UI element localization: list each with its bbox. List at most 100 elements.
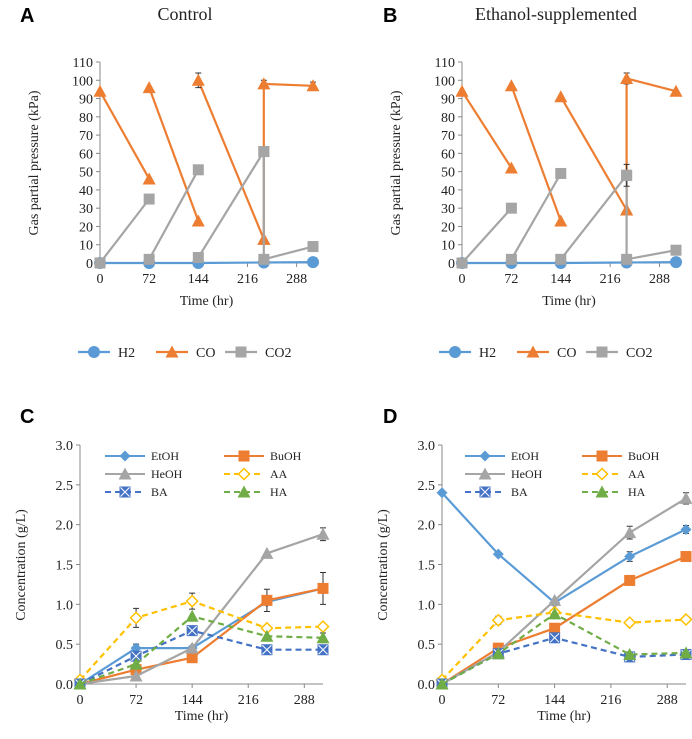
legend-swatch-marker bbox=[118, 467, 132, 480]
legend-swatch-marker bbox=[237, 467, 251, 481]
x-tick-label: 216 bbox=[238, 693, 259, 708]
data-point bbox=[93, 84, 107, 97]
data-point bbox=[142, 81, 156, 94]
series-ba bbox=[74, 625, 329, 690]
data-point bbox=[307, 241, 319, 253]
y-axis-label: Gas partial pressure (kPa) bbox=[389, 90, 404, 235]
data-point bbox=[555, 253, 567, 265]
y-tick-label: 40 bbox=[441, 184, 455, 199]
x-tick-label: 144 bbox=[188, 272, 209, 287]
series-etoh bbox=[436, 487, 692, 609]
panel-C: C 0.0 0.5 1.0 1.5 2.0 2.5 3.0 0 72 144 216 288 Time (… bbox=[14, 406, 330, 724]
panel-letter: B bbox=[383, 5, 397, 27]
series-ha bbox=[435, 607, 692, 690]
legend-label: CO bbox=[557, 346, 576, 361]
x-tick-label: 72 bbox=[504, 272, 518, 287]
legend: EtOH BuOH HeOH AA BA HA bbox=[465, 449, 660, 499]
data-point bbox=[94, 257, 106, 269]
y-tick-label: 30 bbox=[79, 202, 93, 217]
x-tick-label: 0 bbox=[97, 272, 104, 287]
data-point bbox=[679, 646, 692, 659]
series-line bbox=[559, 174, 628, 260]
series-line bbox=[625, 175, 677, 261]
y-tick-label: 40 bbox=[79, 184, 93, 199]
data-point bbox=[316, 631, 330, 644]
y-tick-label: 1.0 bbox=[56, 598, 74, 613]
x-tick-label: 0 bbox=[459, 272, 466, 287]
y-tick-label: 0.5 bbox=[56, 638, 74, 653]
y-tick-label: 110 bbox=[435, 56, 455, 71]
legend-swatch-marker bbox=[595, 467, 609, 481]
y-tick-label: 2.5 bbox=[56, 479, 74, 494]
y-tick-label: 1.5 bbox=[418, 559, 436, 574]
data-point bbox=[670, 256, 682, 269]
legend-swatch-marker bbox=[119, 450, 131, 462]
series-co bbox=[455, 71, 683, 227]
x-tick-label: 72 bbox=[142, 272, 156, 287]
y-tick-label: 70 bbox=[79, 129, 93, 144]
legend-swatch-marker bbox=[595, 485, 609, 498]
y-tick-label: 110 bbox=[73, 56, 93, 71]
series-line bbox=[559, 96, 628, 211]
legend-label: EtOH bbox=[151, 449, 179, 463]
series-h2 bbox=[456, 256, 682, 269]
series-line bbox=[462, 261, 677, 265]
y-tick-label: 50 bbox=[79, 166, 93, 181]
data-point bbox=[623, 616, 637, 630]
legend-label: H2 bbox=[479, 346, 496, 361]
data-point bbox=[505, 202, 517, 214]
series-line bbox=[441, 492, 687, 605]
series-heoh bbox=[435, 491, 692, 690]
series-line bbox=[148, 169, 200, 260]
x-axis-label: Time (hr) bbox=[542, 294, 596, 309]
data-point bbox=[455, 84, 469, 97]
panel-A: A Control 0 10 20 30 40 50 60 70 80 90 100 110 0 72 144 2… bbox=[20, 4, 320, 361]
legend-swatch-marker bbox=[526, 345, 540, 358]
legend-label: HA bbox=[270, 485, 288, 499]
data-point bbox=[73, 677, 87, 690]
legend-swatch-marker-x bbox=[120, 487, 130, 497]
x-tick-label: 144 bbox=[550, 272, 571, 287]
y-tick-label: 50 bbox=[441, 166, 455, 181]
x-tick-label: 216 bbox=[600, 693, 621, 708]
x-tick-label: 72 bbox=[491, 693, 505, 708]
data-point bbox=[185, 641, 199, 654]
series-ha bbox=[73, 609, 330, 690]
legend-swatch-marker bbox=[165, 345, 179, 358]
data-point bbox=[554, 214, 568, 227]
data-point bbox=[623, 526, 637, 539]
y-tick-label: 20 bbox=[79, 220, 93, 235]
y-tick-label: 2.5 bbox=[418, 479, 436, 494]
data-point bbox=[620, 71, 634, 84]
panel-letter: D bbox=[383, 406, 397, 428]
series-line bbox=[197, 150, 265, 259]
y-axis-label: Concentration (g/L) bbox=[376, 509, 391, 621]
legend-label: EtOH bbox=[511, 449, 539, 463]
legend-label: CO2 bbox=[626, 346, 652, 361]
x-tick-label: 288 bbox=[649, 272, 670, 287]
y-axis-label: Concentration (g/L) bbox=[14, 509, 29, 621]
series-co bbox=[93, 72, 320, 245]
series-line bbox=[510, 85, 562, 222]
data-point bbox=[185, 594, 199, 608]
data-point bbox=[192, 252, 204, 264]
series-line bbox=[441, 497, 687, 685]
series-line bbox=[148, 87, 200, 222]
data-point bbox=[129, 669, 143, 682]
data-point bbox=[492, 548, 504, 560]
data-point bbox=[680, 551, 692, 563]
data-point bbox=[491, 647, 505, 660]
y-tick-label: 70 bbox=[441, 129, 455, 144]
data-point bbox=[260, 629, 274, 642]
series-co2 bbox=[94, 146, 319, 269]
legend: EtOH BuOH HeOH AA BA HA bbox=[105, 449, 302, 499]
y-tick-label: 3.0 bbox=[418, 439, 436, 454]
data-point bbox=[258, 253, 270, 265]
series-line bbox=[510, 172, 562, 260]
data-point bbox=[624, 574, 636, 586]
data-point bbox=[143, 193, 155, 205]
y-tick-label: 30 bbox=[441, 202, 455, 217]
series-line bbox=[99, 90, 151, 180]
x-tick-label: 216 bbox=[237, 272, 258, 287]
data-point bbox=[624, 551, 636, 563]
